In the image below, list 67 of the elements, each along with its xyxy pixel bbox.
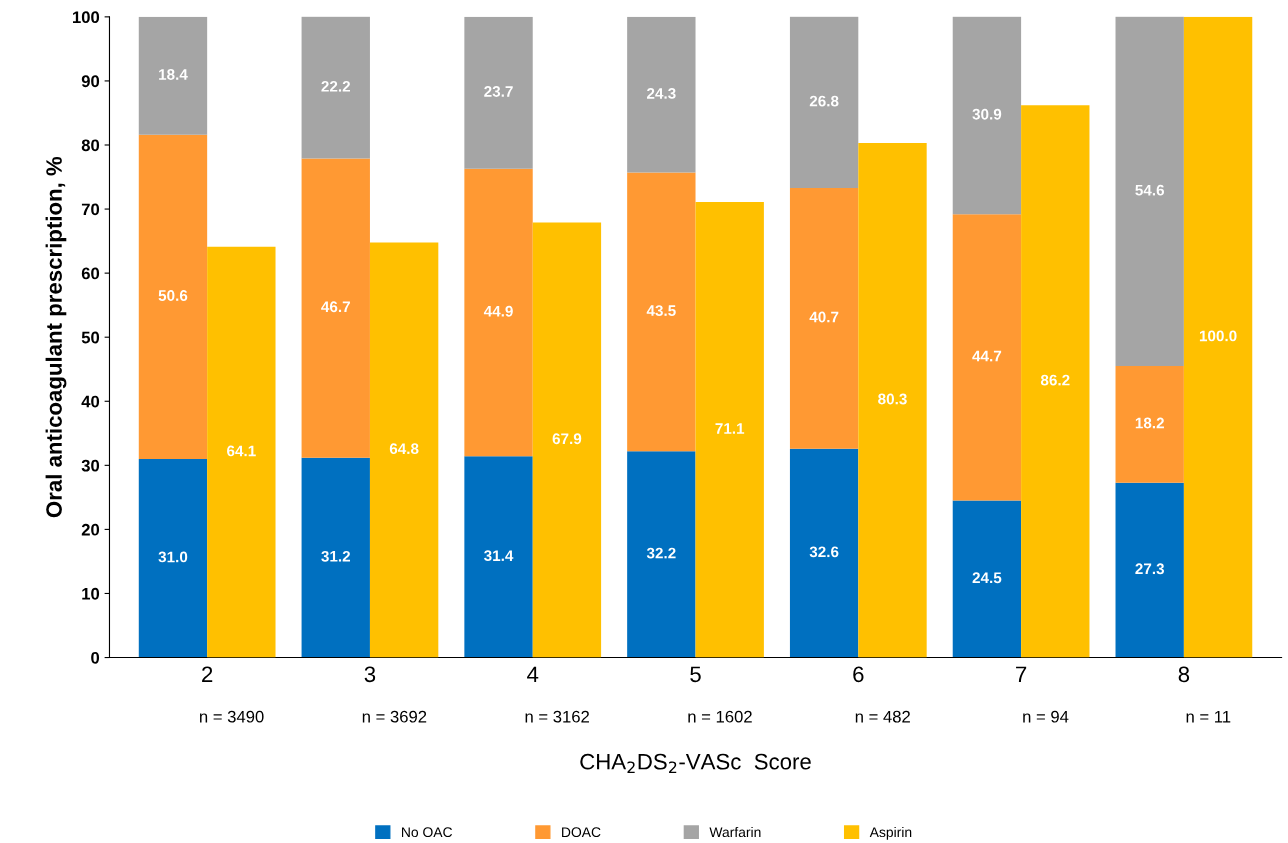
y-tick-label: 80 bbox=[81, 139, 100, 152]
x-tick-label: 2 bbox=[202, 666, 213, 682]
data-label: 27.3 bbox=[1135, 563, 1165, 575]
x-tick-label: 6 bbox=[853, 666, 864, 683]
data-label: 40.7 bbox=[809, 311, 839, 323]
data-label: 23.7 bbox=[484, 86, 513, 97]
y-tick-label: 0 bbox=[91, 651, 100, 664]
data-label: 31.4 bbox=[484, 550, 514, 562]
x-tick-label: 3 bbox=[364, 666, 376, 683]
text: n = 3162 bbox=[525, 710, 589, 723]
y-tick-label: 40 bbox=[81, 395, 100, 408]
bar bbox=[1115, 366, 1184, 483]
x-tick-label: 7 bbox=[1016, 666, 1027, 682]
y-tick-label: 60 bbox=[81, 267, 100, 280]
y-tick-label: 30 bbox=[81, 459, 100, 472]
text: n = 482 bbox=[855, 710, 910, 723]
legend-label: No OAC bbox=[402, 827, 453, 838]
data-label: 46.7 bbox=[321, 301, 350, 313]
x-tick-label: 4 bbox=[527, 666, 539, 682]
legend-label: Warfarin bbox=[709, 826, 761, 838]
data-label: 67.9 bbox=[552, 433, 582, 445]
data-label: 100.0 bbox=[1199, 330, 1237, 342]
text: n = 3692 bbox=[362, 710, 427, 723]
data-label: 24.5 bbox=[972, 572, 1002, 584]
data-label: 50.6 bbox=[158, 290, 188, 301]
text: n = 11 bbox=[1186, 710, 1231, 723]
legend-label: Aspirin bbox=[869, 826, 912, 840]
x-axis-title: CHA$_{2}$DS$_{2}$-VASc Score bbox=[580, 753, 811, 773]
data-label: 26.8 bbox=[809, 95, 839, 107]
data-label: 80.3 bbox=[878, 393, 907, 405]
text: n = 1602 bbox=[688, 710, 752, 723]
data-label: 18.2 bbox=[1135, 417, 1164, 429]
bar bbox=[627, 16, 696, 173]
bar bbox=[1115, 482, 1184, 658]
data-label: 18.4 bbox=[159, 69, 188, 80]
bar bbox=[301, 16, 370, 159]
y-tick-label: 10 bbox=[82, 587, 100, 600]
bar bbox=[138, 16, 208, 135]
text: n = 94 bbox=[1023, 710, 1069, 723]
data-label: 32.6 bbox=[809, 546, 839, 558]
text: n = 3490 bbox=[200, 710, 264, 723]
data-label: 31.2 bbox=[321, 550, 351, 562]
bar bbox=[789, 16, 859, 188]
data-label: 22.2 bbox=[321, 80, 351, 92]
data-label: 24.3 bbox=[647, 87, 676, 99]
data-label: 44.7 bbox=[972, 350, 1002, 362]
data-label: 30.9 bbox=[972, 108, 1002, 120]
legend-label: DOAC bbox=[562, 827, 601, 838]
y-tick-label: 70 bbox=[81, 203, 100, 216]
data-label: 43.5 bbox=[646, 305, 676, 317]
y-tick-label: 90 bbox=[81, 75, 100, 88]
data-label: 86.2 bbox=[1040, 374, 1070, 386]
data-label: 31.0 bbox=[158, 551, 188, 563]
x-tick-label: 8 bbox=[1178, 666, 1190, 683]
data-label: 71.1 bbox=[715, 423, 745, 434]
data-label: 54.6 bbox=[1135, 184, 1165, 196]
data-label: 32.2 bbox=[646, 547, 676, 559]
data-label: 44.9 bbox=[483, 305, 513, 317]
y-tick-label: 20 bbox=[81, 523, 100, 536]
data-label: 64.1 bbox=[227, 445, 256, 457]
bar bbox=[952, 500, 1022, 658]
data-label: 64.8 bbox=[389, 443, 419, 455]
bar bbox=[464, 16, 533, 169]
y-tick-label: 100 bbox=[73, 11, 100, 24]
x-tick-label: 5 bbox=[690, 666, 701, 683]
y-tick-label: 50 bbox=[81, 331, 100, 344]
y-axis-title: Oral anticoagulant prescription, % bbox=[45, 156, 67, 518]
